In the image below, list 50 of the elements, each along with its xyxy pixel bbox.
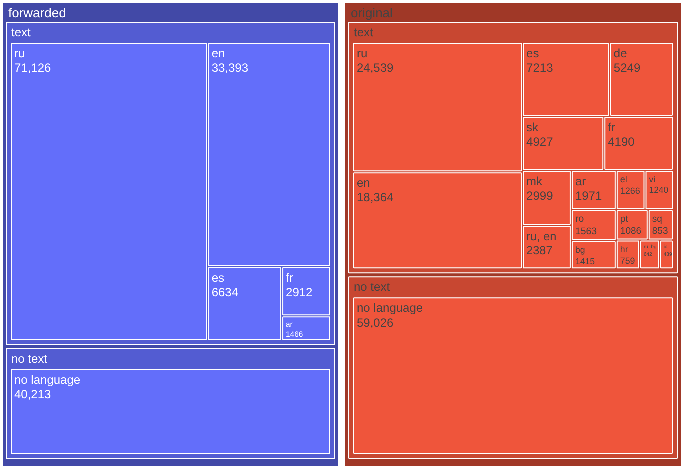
data-label: 33,393 <box>212 61 249 76</box>
category-label: ru <box>357 46 368 60</box>
series-label: no text <box>12 352 48 366</box>
category-label: es <box>526 46 540 60</box>
category-label: de <box>614 46 628 60</box>
data-label: 18,364 <box>357 190 394 205</box>
category-label: mk <box>526 174 544 189</box>
category-label: ru <box>14 46 26 60</box>
data-label: 59,026 <box>357 316 394 330</box>
data-label: 1266 <box>620 186 640 196</box>
data-label: 759 <box>620 256 636 266</box>
category-label: no language <box>357 301 424 316</box>
data-label: 1971 <box>575 189 602 204</box>
data-label: 2387 <box>526 244 553 258</box>
category-label: ro <box>575 214 584 225</box>
data-label: 4190 <box>608 135 636 150</box>
data-label: 1415 <box>575 256 596 266</box>
data-label: 6634 <box>212 285 239 300</box>
data-label: 1563 <box>575 226 598 238</box>
category-label: es <box>212 270 224 285</box>
data-label: 1086 <box>620 226 642 238</box>
category-label: el <box>620 174 628 185</box>
category-label: ar <box>575 174 586 189</box>
data-label: 853 <box>652 226 668 238</box>
category-label: fr <box>286 270 294 285</box>
category-label: en <box>212 46 226 60</box>
data-label: 5249 <box>614 61 641 76</box>
category-label: en <box>357 176 370 190</box>
series-label: text <box>12 26 32 40</box>
category-label: bg <box>575 244 586 255</box>
category-label: no language <box>14 372 81 387</box>
data-label: 4927 <box>526 135 554 150</box>
series-label: no text <box>354 280 391 294</box>
category-label: vi <box>649 174 656 185</box>
data-label: 2999 <box>526 189 554 204</box>
data-label: 71,126 <box>14 61 52 76</box>
category-label: pt <box>620 214 629 225</box>
text: forwarded <box>8 6 66 20</box>
series-label: text <box>354 26 374 40</box>
data-label: 2912 <box>286 285 314 300</box>
data-label: 7213 <box>526 61 554 76</box>
category-label: hr <box>620 244 628 254</box>
category-label: ru, en <box>526 229 557 244</box>
text: original <box>351 6 394 20</box>
category-label: sq <box>652 214 662 225</box>
category-label: fr <box>608 120 616 134</box>
data-label: 40,213 <box>14 387 52 402</box>
data-label: 24,539 <box>357 61 394 76</box>
data-label: 1240 <box>649 184 669 195</box>
category-label: sk <box>526 120 540 134</box>
